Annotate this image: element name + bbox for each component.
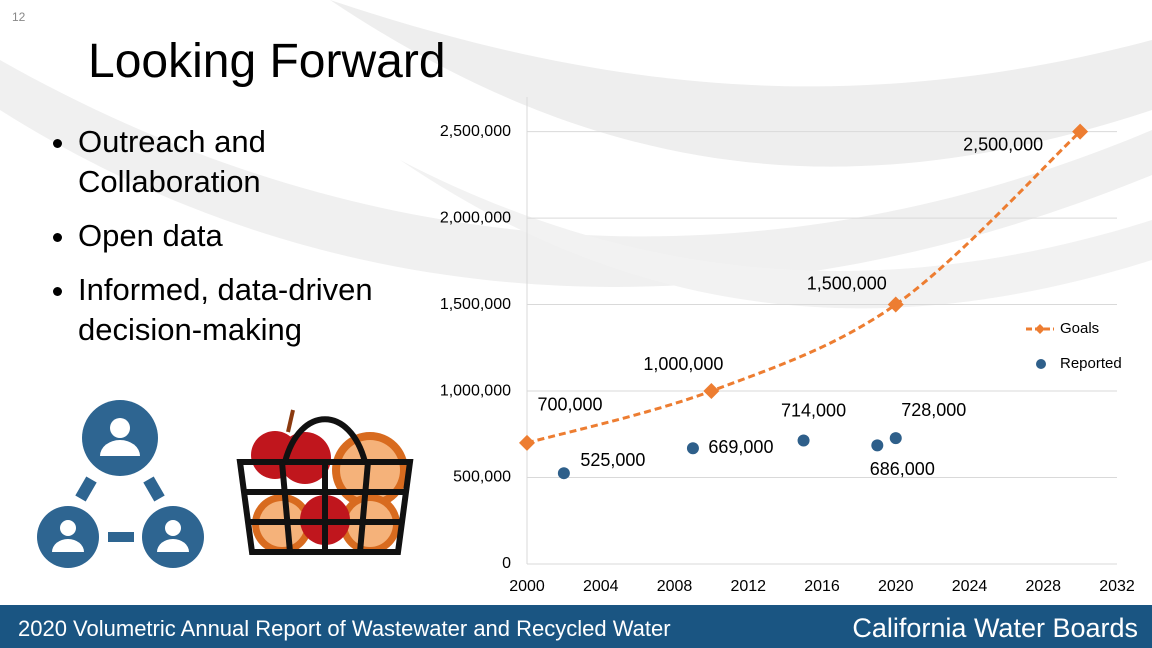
legend-label: Reported bbox=[1060, 355, 1122, 372]
y-tick-label: 0 bbox=[502, 555, 511, 572]
data-label: 1,500,000 bbox=[807, 273, 887, 293]
reported-point bbox=[557, 467, 570, 480]
x-tick-label: 2032 bbox=[1099, 578, 1135, 595]
bullet: Outreach and Collaboration bbox=[78, 122, 438, 202]
x-tick-label: 2000 bbox=[509, 578, 545, 595]
bullet: Open data bbox=[78, 216, 438, 256]
data-label: 686,000 bbox=[870, 459, 935, 479]
data-label: 700,000 bbox=[537, 395, 602, 415]
y-tick-label: 2,500,000 bbox=[440, 123, 511, 140]
data-label: 728,000 bbox=[901, 400, 966, 420]
y-tick-label: 2,000,000 bbox=[440, 209, 511, 226]
x-tick-label: 2012 bbox=[730, 578, 766, 595]
footer-left: 2020 Volumetric Annual Report of Wastewa… bbox=[18, 616, 671, 641]
goal-marker bbox=[519, 434, 535, 451]
goal-marker bbox=[887, 296, 904, 313]
swoosh bbox=[400, 160, 1152, 309]
reported-point bbox=[871, 439, 884, 452]
data-label: 525,000 bbox=[580, 450, 645, 470]
goal-marker bbox=[1072, 123, 1089, 140]
bullet-list: Outreach and Collaboration Open data Infor… bbox=[48, 122, 438, 364]
footer-right: California Water Boards bbox=[852, 613, 1138, 643]
x-tick-label: 2024 bbox=[952, 578, 988, 595]
data-label: 669,000 bbox=[708, 437, 773, 457]
legend-marker bbox=[1035, 324, 1045, 334]
footer-bar bbox=[0, 605, 1152, 648]
x-tick-label: 2004 bbox=[583, 578, 619, 595]
data-label: 1,000,000 bbox=[643, 354, 723, 374]
data-label: 714,000 bbox=[781, 400, 846, 420]
y-tick-label: 500,000 bbox=[453, 469, 511, 486]
x-tick-label: 2020 bbox=[878, 578, 914, 595]
slide-title: Looking Forward bbox=[88, 35, 446, 88]
y-tick-label: 1,000,000 bbox=[440, 382, 511, 399]
swoosh bbox=[330, 0, 1152, 167]
reported-point bbox=[686, 442, 699, 455]
y-tick-label: 1,500,000 bbox=[440, 296, 511, 313]
x-tick-label: 2016 bbox=[804, 578, 840, 595]
page-number: 12 bbox=[12, 10, 26, 24]
legend-label: Goals bbox=[1060, 320, 1099, 337]
goal-marker bbox=[703, 383, 720, 400]
data-label: 2,500,000 bbox=[963, 134, 1043, 154]
goal-line bbox=[526, 130, 1082, 445]
bullet: Informed, data-driven decision-making bbox=[78, 270, 438, 350]
swoosh bbox=[0, 60, 1152, 287]
legend-marker bbox=[1036, 359, 1046, 369]
x-tick-label: 2008 bbox=[657, 578, 693, 595]
x-tick-label: 2028 bbox=[1025, 578, 1061, 595]
reported-point bbox=[889, 432, 902, 445]
reported-point bbox=[797, 434, 810, 447]
network-icon bbox=[37, 400, 204, 568]
basket-icon bbox=[236, 409, 414, 555]
